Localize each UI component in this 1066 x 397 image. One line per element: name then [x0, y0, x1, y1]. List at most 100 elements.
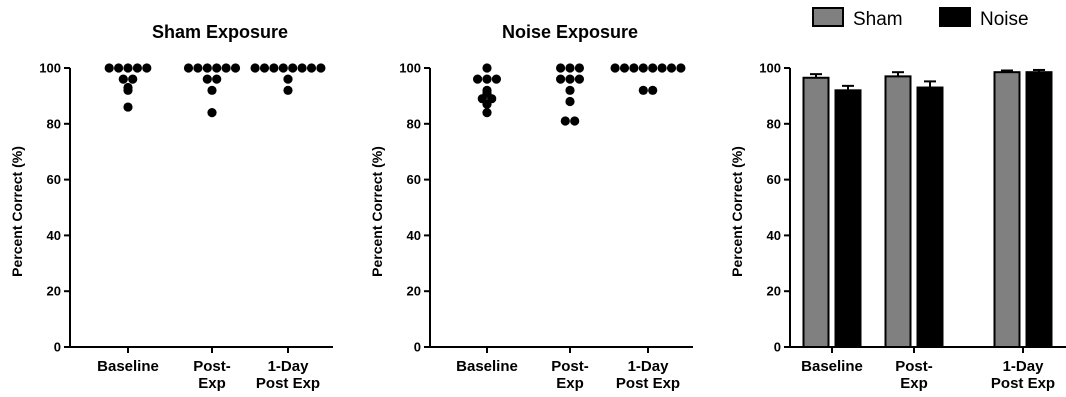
- data-point: [128, 74, 138, 84]
- y-tick-label: 100: [39, 61, 61, 76]
- x-tick-label-line: Post Exp: [256, 375, 320, 392]
- data-point: [104, 63, 114, 73]
- y-tick-label: 80: [407, 116, 421, 131]
- legend-label: Noise: [980, 9, 1029, 30]
- data-point: [123, 63, 133, 73]
- data-point: [629, 63, 639, 73]
- y-tick-label: 100: [399, 61, 421, 76]
- x-tick-label: Baseline: [97, 358, 159, 375]
- data-point: [212, 63, 222, 73]
- bar: [1025, 71, 1053, 348]
- data-point: [316, 63, 326, 73]
- y-tick-label: 60: [47, 172, 61, 187]
- x-tick-label: Post-Exp: [551, 358, 589, 392]
- y-tick-label: 80: [47, 116, 61, 131]
- x-tick-label-line: Post Exp: [616, 375, 680, 392]
- y-tick-label: 0: [54, 340, 61, 355]
- chart-panel-1: Sham Exposure Percent Correct (%) 0 20 40 60 8…: [9, 22, 333, 392]
- chart-panel-3: Percent Correct (%) 0 20 40 60 80 100 Baseline P…: [729, 7, 1066, 392]
- data-point: [560, 116, 570, 126]
- x-tick-label-line: Post-: [551, 358, 589, 375]
- x-tick-label: Baseline: [456, 358, 518, 375]
- chart-title: Sham Exposure: [152, 22, 288, 42]
- data-point: [288, 63, 298, 73]
- y-axis-label: Percent Correct (%): [729, 146, 745, 277]
- y-tick-label: 0: [414, 340, 421, 355]
- y-tick-label: 60: [767, 172, 781, 187]
- y-tick-label: 20: [47, 284, 61, 299]
- data-point: [556, 63, 566, 73]
- data-point: [118, 74, 128, 84]
- bar: [993, 71, 1021, 348]
- data-point: [283, 85, 293, 95]
- data-point: [638, 85, 648, 95]
- y-tick-label: 60: [407, 172, 421, 187]
- y-tick-label: 40: [407, 228, 421, 243]
- x-tick-label: 1-Day Post Exp: [616, 358, 680, 392]
- data-point: [574, 74, 585, 84]
- x-tick-label: Post-Exp: [193, 358, 231, 392]
- x-tick-label: Post-Exp: [895, 358, 933, 392]
- legend-label: Sham: [853, 9, 903, 30]
- data-point: [193, 63, 203, 73]
- data-point: [657, 63, 667, 73]
- y-tick-label: 100: [759, 61, 781, 76]
- bar: [884, 75, 912, 349]
- y-tick-label: 0: [774, 340, 781, 355]
- data-point: [207, 108, 217, 118]
- data-point: [482, 85, 492, 95]
- data-point: [666, 63, 677, 73]
- data-point: [648, 85, 658, 95]
- data-point: [619, 63, 630, 73]
- bar: [834, 89, 862, 348]
- data-point: [142, 63, 152, 73]
- x-tick-label: 1-Day Post Exp: [256, 358, 320, 392]
- data-point: [482, 74, 492, 84]
- data-point: [269, 63, 279, 73]
- data-point: [230, 63, 241, 73]
- data-point: [183, 63, 194, 73]
- y-axis-label: Percent Correct (%): [369, 146, 385, 277]
- data-point: [123, 102, 133, 112]
- legend-swatch: [939, 7, 971, 27]
- data-point: [565, 74, 575, 84]
- x-tick-label: Baseline: [801, 358, 863, 375]
- data-point: [565, 63, 575, 73]
- x-tick-label: 1-Day Post Exp: [991, 358, 1055, 392]
- x-tick-label-line: Baseline: [97, 358, 159, 375]
- data-point: [473, 74, 483, 84]
- chart-title: Noise Exposure: [502, 22, 638, 42]
- data-point: [259, 63, 270, 73]
- data-point: [565, 96, 575, 107]
- data-point: [610, 63, 620, 73]
- data-point: [132, 63, 142, 73]
- data-point: [114, 63, 124, 73]
- x-tick-label-line: Baseline: [801, 358, 863, 375]
- x-tick-label-line: Exp: [556, 375, 584, 392]
- x-tick-label-line: Exp: [198, 375, 226, 392]
- legend-swatch: [812, 7, 844, 27]
- x-tick-label-line: Exp: [900, 375, 928, 392]
- x-tick-label-line: Baseline: [456, 358, 518, 375]
- bar: [916, 86, 944, 348]
- y-tick-label: 80: [767, 116, 781, 131]
- data-point: [570, 116, 580, 126]
- x-tick-label-line: 1-Day: [268, 358, 310, 375]
- data-point: [556, 74, 566, 84]
- y-tick-label: 20: [407, 284, 421, 299]
- data-point: [565, 85, 575, 95]
- data-point: [648, 63, 658, 73]
- data-point: [676, 63, 686, 73]
- x-tick-label-line: 1-Day: [1003, 358, 1045, 375]
- data-point: [482, 63, 492, 73]
- x-tick-label-line: Post Exp: [991, 375, 1055, 392]
- data-point: [638, 63, 648, 73]
- data-point: [202, 63, 212, 73]
- y-tick-label: 40: [767, 228, 781, 243]
- x-tick-label-line: 1-Day: [628, 358, 670, 375]
- y-tick-label: 20: [767, 284, 781, 299]
- bar: [802, 76, 830, 348]
- chart-panel-2: Noise Exposure Percent Correct (%) 0 20 40 60…: [369, 22, 693, 392]
- data-point: [306, 63, 317, 73]
